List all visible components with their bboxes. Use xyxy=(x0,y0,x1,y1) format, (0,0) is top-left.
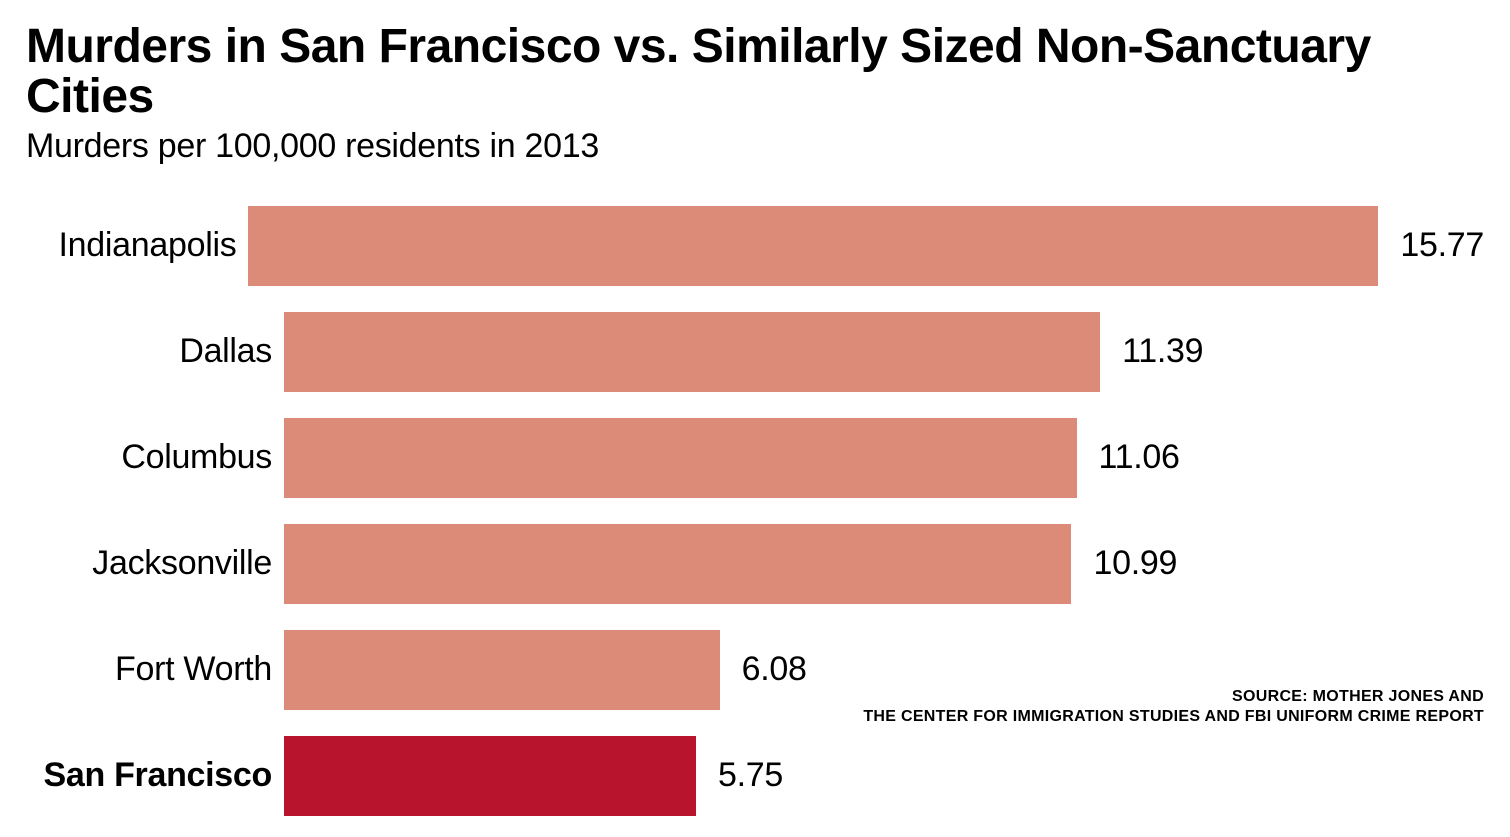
value-label: 15.77 xyxy=(1400,226,1484,265)
bar xyxy=(284,524,1071,604)
bar xyxy=(284,630,720,710)
category-label: San Francisco xyxy=(26,756,284,795)
category-label: Fort Worth xyxy=(26,650,284,689)
chart-title: Murders in San Francisco vs. Similarly S… xyxy=(26,22,1484,123)
bar-wrap: 11.06 xyxy=(284,418,1484,498)
value-label: 6.08 xyxy=(742,650,807,689)
chart-row: Indianapolis 15.77 xyxy=(26,206,1484,286)
source-line2: THE CENTER FOR IMMIGRATION STUDIES AND F… xyxy=(863,707,1484,727)
bar-wrap: 11.39 xyxy=(284,312,1484,392)
category-label: Dallas xyxy=(26,332,284,371)
category-label: Indianapolis xyxy=(26,226,248,265)
value-label: 10.99 xyxy=(1093,544,1177,583)
source-line1: SOURCE: MOTHER JONES AND xyxy=(863,687,1484,707)
bar xyxy=(284,312,1100,392)
chart-row: Columbus 11.06 xyxy=(26,418,1484,498)
chart-row: Dallas 11.39 xyxy=(26,312,1484,392)
category-label: Columbus xyxy=(26,438,284,477)
bar xyxy=(248,206,1378,286)
chart-row: Jacksonville 10.99 xyxy=(26,524,1484,604)
bar xyxy=(284,418,1077,498)
value-label: 11.39 xyxy=(1122,332,1203,371)
bar-wrap: 5.75 xyxy=(284,736,1484,816)
category-label: Jacksonville xyxy=(26,544,284,583)
chart-row: San Francisco 5.75 xyxy=(26,736,1484,816)
bar-wrap: 10.99 xyxy=(284,524,1484,604)
bar-wrap: 15.77 xyxy=(248,206,1484,286)
chart-subtitle: Murders per 100,000 residents in 2013 xyxy=(26,127,1484,166)
value-label: 5.75 xyxy=(718,756,783,795)
value-label: 11.06 xyxy=(1099,438,1180,477)
chart-source: SOURCE: MOTHER JONES AND THE CENTER FOR … xyxy=(863,687,1484,727)
bar xyxy=(284,736,696,816)
